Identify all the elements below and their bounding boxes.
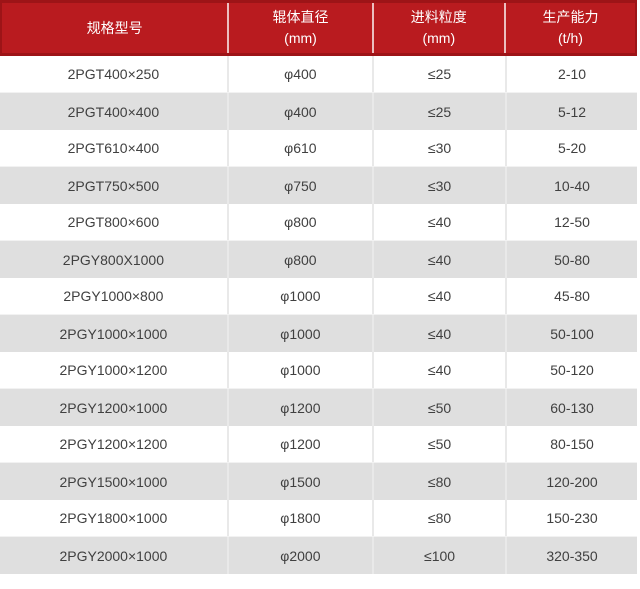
table-row: 2PGT800×600 φ800 ≤40 12-50 bbox=[0, 204, 637, 241]
table-row: 2PGT750×500 φ750 ≤30 10-40 bbox=[0, 167, 637, 204]
table-row: 2PGY1200×1200 φ1200 ≤50 80-150 bbox=[0, 426, 637, 463]
header-title: 生产能力 bbox=[542, 9, 599, 25]
table-cell: 5-12 bbox=[505, 93, 637, 130]
table-cell: 2PGY1200×1000 bbox=[59, 399, 168, 416]
table-cell: 2PGY800X1000 bbox=[62, 251, 164, 268]
table-cell: 2PGY1500×1000 bbox=[59, 473, 168, 490]
header-unit: (t/h) bbox=[558, 30, 583, 46]
table-cell: 12-50 bbox=[505, 204, 637, 240]
header-unit: (mm) bbox=[284, 30, 317, 46]
table-cell: ≤50 bbox=[372, 426, 505, 462]
table-cell: φ1000 bbox=[226, 352, 372, 388]
table-cell: φ800 bbox=[226, 241, 372, 278]
header-title: 辊体直径 bbox=[272, 9, 329, 25]
table-row: 2PGY800X1000 φ800 ≤40 50-80 bbox=[0, 241, 637, 278]
table-cell: 2PGY1000×800 bbox=[63, 288, 164, 304]
header-title: 进料粒度 bbox=[410, 9, 467, 25]
table-cell: ≤80 bbox=[372, 500, 505, 536]
table-cell: φ800 bbox=[226, 204, 372, 240]
table-cell: 10-40 bbox=[505, 167, 637, 204]
table-cell: 2PGT800×600 bbox=[67, 214, 160, 230]
table-cell: ≤50 bbox=[372, 389, 505, 426]
table-cell: φ1500 bbox=[226, 463, 372, 500]
table-cell: φ1000 bbox=[226, 278, 372, 314]
table-header-feed-size: 进料粒度 (mm) bbox=[371, 3, 504, 53]
table-row: 2PGT400×400 φ400 ≤25 5-12 bbox=[0, 93, 637, 130]
table-cell: φ400 bbox=[226, 93, 372, 130]
table-cell: ≤40 bbox=[372, 278, 505, 314]
table-cell: φ1200 bbox=[226, 389, 372, 426]
table-cell: 120-200 bbox=[505, 463, 637, 500]
table-cell: 150-230 bbox=[505, 500, 637, 536]
table-cell: ≤40 bbox=[372, 352, 505, 388]
header-unit: (mm) bbox=[422, 30, 456, 46]
table-cell: ≤30 bbox=[372, 130, 505, 166]
table-cell: 2PGY1000×1000 bbox=[59, 325, 168, 342]
table-cell: 50-80 bbox=[505, 241, 637, 278]
table-row: 2PGY1800×1000 φ1800 ≤80 150-230 bbox=[0, 500, 637, 537]
table-body: 2PGT400×250 φ400 ≤25 2-10 2PGT400×400 φ400 ≤25… bbox=[0, 56, 637, 574]
table-cell: ≤40 bbox=[372, 315, 505, 352]
table-cell: φ2000 bbox=[226, 537, 372, 574]
table-cell: ≤25 bbox=[372, 56, 505, 92]
table-cell: 2PGY1200×1200 bbox=[59, 436, 168, 452]
table-cell: 2PGT400×400 bbox=[67, 103, 160, 120]
table-row: 2PGY1000×800 φ1000 ≤40 45-80 bbox=[0, 278, 637, 315]
table-cell: ≤40 bbox=[372, 241, 505, 278]
table-cell: ≤40 bbox=[372, 204, 505, 240]
table-row: 2PGY1000×1200 φ1000 ≤40 50-120 bbox=[0, 352, 637, 389]
table-cell: φ400 bbox=[226, 56, 372, 92]
table-header-model: 规格型号 bbox=[2, 3, 227, 53]
table-header-capacity: 生产能力 (t/h) bbox=[503, 3, 635, 53]
table-cell: 2PGT610×400 bbox=[67, 140, 160, 156]
table-cell: 2PGY1800×1000 bbox=[59, 510, 168, 526]
table-cell: 2-10 bbox=[505, 56, 637, 92]
spec-table: 规格型号 辊体直径 (mm) 进料粒度 (mm) 生产能力 (t/h) 2PGT… bbox=[0, 0, 637, 574]
table-cell: 80-150 bbox=[505, 426, 637, 462]
table-cell: 320-350 bbox=[505, 537, 637, 574]
table-row: 2PGY2000×1000 φ2000 ≤100 320-350 bbox=[0, 537, 637, 574]
table-cell: ≤25 bbox=[372, 93, 505, 130]
table-cell: 45-80 bbox=[505, 278, 637, 314]
table-cell: 2PGT750×500 bbox=[67, 177, 160, 194]
table-header-roller-diameter: 辊体直径 (mm) bbox=[227, 3, 371, 53]
table-cell: φ610 bbox=[226, 130, 372, 166]
table-cell: φ750 bbox=[226, 167, 372, 204]
header-title: 规格型号 bbox=[86, 19, 143, 36]
table-cell: ≤30 bbox=[372, 167, 505, 204]
table-row: 2PGY1000×1000 φ1000 ≤40 50-100 bbox=[0, 315, 637, 352]
table-row: 2PGT610×400 φ610 ≤30 5-20 bbox=[0, 130, 637, 167]
table-row: 2PGT400×250 φ400 ≤25 2-10 bbox=[0, 56, 637, 93]
table-cell: ≤100 bbox=[372, 537, 505, 574]
table-cell: 50-100 bbox=[505, 315, 637, 352]
table-cell: φ1800 bbox=[226, 500, 372, 536]
table-row: 2PGY1500×1000 φ1500 ≤80 120-200 bbox=[0, 463, 637, 500]
table-cell: 2PGT400×250 bbox=[67, 66, 160, 82]
table-cell: 50-120 bbox=[505, 352, 637, 388]
table-cell: 60-130 bbox=[505, 389, 637, 426]
table-cell: φ1200 bbox=[226, 426, 372, 462]
table-header-row: 规格型号 辊体直径 (mm) 进料粒度 (mm) 生产能力 (t/h) bbox=[0, 0, 637, 56]
table-cell: 5-20 bbox=[505, 130, 637, 166]
table-cell: φ1000 bbox=[226, 315, 372, 352]
table-cell: ≤80 bbox=[372, 463, 505, 500]
table-row: 2PGY1200×1000 φ1200 ≤50 60-130 bbox=[0, 389, 637, 426]
table-cell: 2PGY1000×1200 bbox=[59, 362, 168, 378]
table-cell: 2PGY2000×1000 bbox=[59, 547, 168, 564]
